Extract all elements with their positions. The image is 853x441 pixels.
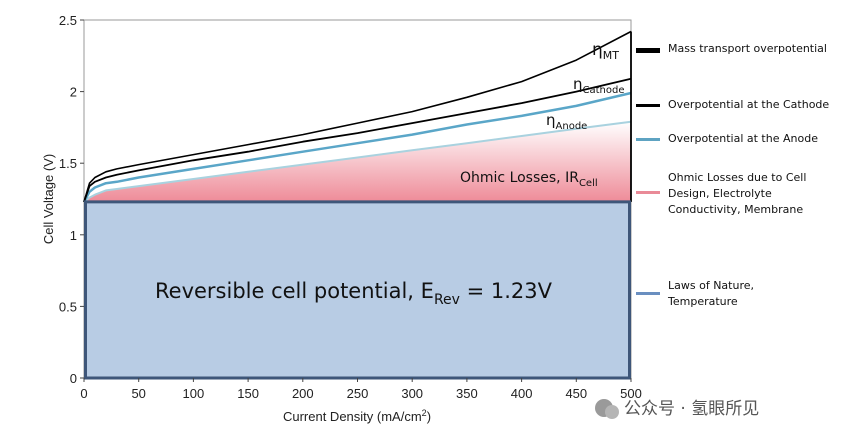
reversible-potential-area <box>84 200 631 380</box>
legend-label: Mass transport overpotential <box>668 42 827 55</box>
x-tick-label: 500 <box>620 386 642 401</box>
y-tick-label: 2.5 <box>59 13 77 28</box>
legend-label: Conductivity, Membrane <box>668 203 803 216</box>
reversible-potential-label: Reversible cell potential, ERev = 1.23V <box>155 279 553 308</box>
legend-swatch <box>636 191 660 194</box>
legend-label: Design, Electrolyte <box>668 187 772 200</box>
x-tick-label: 100 <box>183 386 205 401</box>
wechat-icon-small <box>605 405 619 419</box>
eta-anode-label: ηAnode <box>546 111 587 132</box>
x-tick-label: 350 <box>456 386 478 401</box>
y-tick-label: 2 <box>70 85 77 100</box>
x-tick-label: 400 <box>511 386 533 401</box>
y-tick-label: 0 <box>70 371 77 386</box>
legend-label: Overpotential at the Anode <box>668 132 818 145</box>
legend-swatch <box>636 292 660 295</box>
watermark-text: 公众号 · 氢眼所见 <box>624 399 759 419</box>
x-tick-label: 250 <box>347 386 369 401</box>
x-axis-ticks: 0 50 100 150 200 250 300 350 400 450 500 <box>80 378 642 401</box>
y-axis-title: Cell Voltage (V) <box>41 154 56 244</box>
x-tick-label: 450 <box>565 386 587 401</box>
y-axis-ticks: 0 0.5 1 1.5 2 2.5 <box>59 13 84 386</box>
legend-label: Ohmic Losses due to Cell <box>668 171 806 184</box>
mass-transport-curve <box>83 30 632 203</box>
x-tick-label: 50 <box>131 386 145 401</box>
ohmic-losses-area <box>84 121 631 202</box>
x-tick-label: 200 <box>292 386 314 401</box>
x-tick-label: 300 <box>401 386 423 401</box>
y-tick-label: 1.5 <box>59 156 77 171</box>
legend: Mass transport overpotential Overpotentia… <box>636 42 829 308</box>
x-tick-label: 0 <box>80 386 87 401</box>
anode-curve <box>82 91 632 203</box>
y-tick-label: 0.5 <box>59 299 77 314</box>
legend-label: Laws of Nature, <box>668 279 754 292</box>
eta-mt-label: ηMT <box>592 40 619 62</box>
y-tick-label: 1 <box>70 228 77 243</box>
legend-label: Overpotential at the Cathode <box>668 98 829 111</box>
legend-swatch <box>636 104 660 107</box>
area-layers <box>82 30 632 380</box>
watermark: 公众号 · 氢眼所见 <box>595 399 759 419</box>
legend-label: Temperature <box>667 295 738 308</box>
eta-cathode-label: ηCathode <box>573 75 625 96</box>
x-axis-title: Current Density (mA/cm2) <box>283 408 431 424</box>
x-tick-label: 150 <box>237 386 259 401</box>
ohmic-curve <box>83 120 632 203</box>
legend-swatch <box>636 48 660 53</box>
legend-swatch <box>636 138 660 141</box>
cathode-curve <box>83 77 632 203</box>
ohmic-losses-label: Ohmic Losses, IRCell <box>460 170 598 189</box>
